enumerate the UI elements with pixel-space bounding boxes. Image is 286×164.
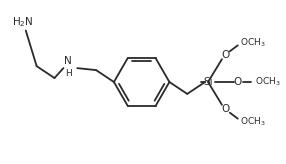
Text: OCH$_3$: OCH$_3$ (240, 36, 265, 49)
Text: N: N (64, 56, 72, 66)
Text: OCH$_3$: OCH$_3$ (255, 76, 280, 88)
Text: H: H (65, 69, 72, 78)
Text: O: O (222, 50, 230, 60)
Text: O: O (234, 77, 242, 87)
Text: O: O (222, 104, 230, 114)
Text: H$_2$N: H$_2$N (12, 16, 33, 30)
Text: OCH$_3$: OCH$_3$ (240, 115, 265, 128)
Text: Si: Si (203, 77, 213, 87)
